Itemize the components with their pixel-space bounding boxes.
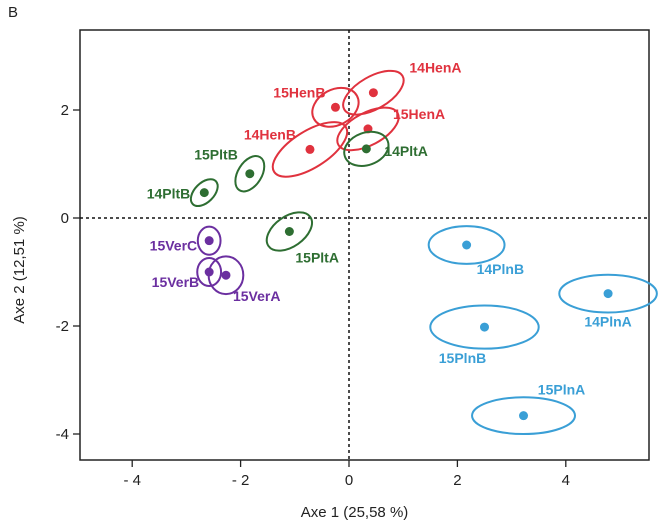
- data-point-14PltB: 14PltB: [147, 174, 223, 211]
- x-tick-label: - 4: [123, 472, 141, 489]
- y-tick-label: -4: [56, 426, 69, 443]
- data-point-15PlnB: 15PlnB: [430, 305, 538, 366]
- point-label: 15HenA: [393, 106, 445, 122]
- point-label: 15PlnB: [439, 350, 486, 366]
- point-label: 14PltA: [384, 143, 428, 159]
- x-tick-label: 0: [345, 472, 353, 489]
- data-point-15VerC: 15VerC: [150, 227, 221, 255]
- data-point-14HenB: 14HenB: [244, 111, 356, 187]
- point-label: 15VerC: [150, 238, 197, 254]
- data-point-14PltA: 14PltA: [339, 126, 428, 172]
- point-marker: [221, 271, 230, 280]
- data-point-14PlnB: 14PlnB: [429, 226, 524, 277]
- y-tick-label: -2: [56, 318, 69, 335]
- point-label: 14PltB: [147, 186, 191, 202]
- point-label: 15VerB: [152, 274, 199, 290]
- y-tick-label: 0: [61, 210, 69, 227]
- point-marker: [362, 144, 371, 153]
- x-tick-label: 4: [562, 472, 570, 489]
- point-marker: [285, 227, 294, 236]
- x-tick-label: 2: [453, 472, 461, 489]
- x-axis-title: Axe 1 (25,58 %): [301, 504, 409, 521]
- point-label: 15PltA: [295, 250, 339, 266]
- point-label: 15VerA: [233, 288, 280, 304]
- point-marker: [205, 236, 214, 245]
- point-label: 15PltB: [194, 147, 238, 163]
- point-marker: [369, 88, 378, 97]
- point-marker: [519, 411, 528, 420]
- y-tick-label: 2: [61, 102, 69, 119]
- point-marker: [200, 188, 209, 197]
- y-axis-title: Axe 2 (12,51 %): [11, 216, 28, 324]
- point-label: 14HenB: [244, 126, 296, 142]
- data-point-15PlnA: 15PlnA: [472, 382, 585, 434]
- point-marker: [331, 103, 340, 112]
- x-tick-label: - 2: [232, 472, 250, 489]
- point-marker: [245, 169, 254, 178]
- data-point-14PlnA: 14PlnA: [559, 275, 657, 330]
- data-point-15PltA: 15PltA: [260, 205, 339, 266]
- point-marker: [462, 241, 471, 250]
- point-label: 15PlnA: [538, 382, 585, 398]
- point-label: 14HenA: [409, 60, 461, 76]
- point-marker: [604, 289, 613, 298]
- point-marker: [305, 145, 314, 154]
- point-label: 14PlnA: [584, 314, 631, 330]
- point-marker: [480, 323, 489, 332]
- point-label: 14PlnB: [477, 261, 524, 277]
- point-label: 15HenB: [273, 84, 325, 100]
